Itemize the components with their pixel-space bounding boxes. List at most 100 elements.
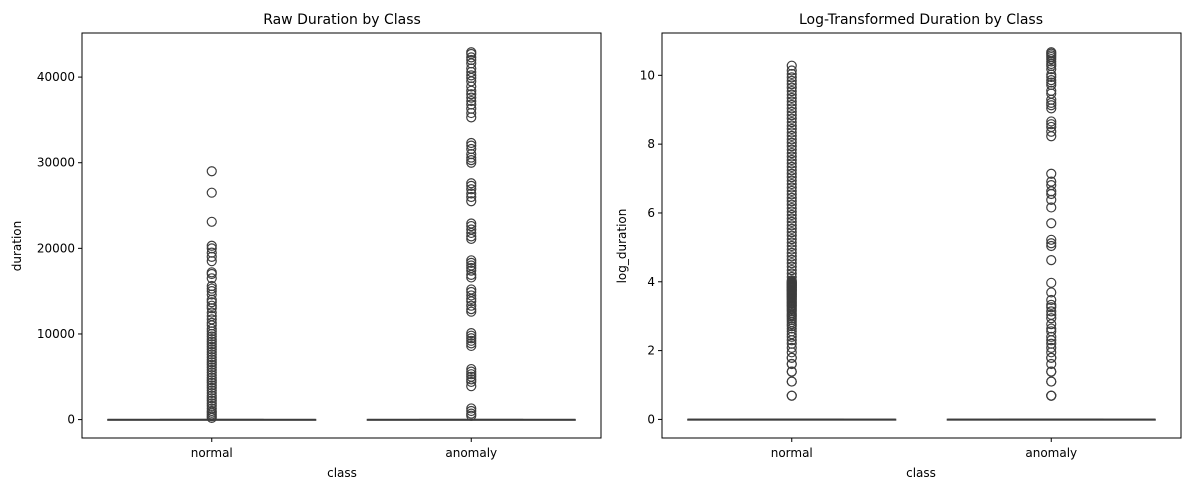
outlier-point (206, 380, 217, 391)
outlier-point (206, 362, 217, 373)
outlier-point (786, 168, 797, 179)
outlier-point (786, 79, 797, 90)
outlier-point (206, 256, 217, 267)
outlier-point (786, 120, 797, 131)
outlier-point (1046, 234, 1057, 245)
outlier-point (206, 331, 217, 342)
outlier-point (786, 117, 797, 128)
plot-area (687, 47, 1156, 421)
outlier-point (786, 141, 797, 152)
outlier-point (466, 157, 477, 168)
outlier-point (466, 369, 477, 380)
outlier-point (466, 178, 477, 189)
outlier-point (786, 154, 797, 166)
outlier-point (466, 231, 477, 242)
outlier-point (206, 364, 217, 376)
outlier-point (466, 363, 477, 375)
outlier-point (1046, 71, 1057, 83)
outlier-point (206, 187, 217, 198)
outlier-point (1046, 77, 1057, 88)
outlier-point (466, 257, 477, 268)
outlier-point (206, 307, 217, 318)
outlier-point (466, 155, 477, 166)
outlier-point (786, 134, 797, 145)
outlier-point (786, 209, 797, 221)
outlier-point (786, 144, 797, 155)
outlier-point (206, 216, 217, 227)
outlier-point (206, 166, 217, 177)
y-tick-label: 10000 (37, 327, 75, 341)
y-tick-label: 8 (647, 137, 655, 151)
outlier-point (206, 387, 217, 399)
outlier-point (466, 70, 477, 81)
box-normal (107, 418, 317, 421)
outlier-point (1046, 331, 1057, 342)
outlier-point (1046, 179, 1057, 191)
outlier-point (466, 300, 477, 311)
outlier-point (786, 275, 797, 286)
outlier-point (1046, 287, 1057, 298)
outlier-point (1046, 119, 1057, 130)
outliers-normal (786, 60, 797, 401)
outlier-point (786, 189, 797, 200)
outlier-point (1046, 390, 1057, 401)
outlier-point (1046, 240, 1057, 252)
outlier-point (786, 130, 797, 141)
outlier-point (206, 351, 217, 363)
outlier-point (1046, 100, 1057, 111)
outlier-point (1046, 85, 1057, 96)
y-tick-label: 0 (67, 413, 75, 427)
outlier-point (466, 220, 477, 232)
outlier-point (1046, 47, 1057, 58)
outlier-point (786, 251, 797, 262)
outlier-point (786, 240, 797, 252)
outlier-point (206, 323, 217, 334)
outlier-point (466, 52, 477, 63)
outlier-point (1046, 302, 1057, 313)
outlier-point (786, 123, 797, 135)
outlier-point (466, 293, 477, 304)
outlier-point (1046, 376, 1057, 387)
outlier-point (786, 82, 797, 93)
outlier-point (466, 330, 477, 341)
outlier-point (466, 92, 477, 103)
outlier-point (206, 328, 217, 340)
outlier-point (1046, 277, 1057, 288)
outlier-point (786, 72, 797, 83)
outlier-point (466, 255, 477, 266)
outlier-point (466, 152, 477, 163)
outlier-point (206, 377, 217, 388)
outlier-point (786, 234, 797, 245)
box-anomaly (946, 418, 1156, 421)
outlier-point (786, 175, 797, 186)
outlier-point (206, 385, 217, 396)
outlier-point (786, 203, 797, 214)
outliers-normal (206, 166, 217, 423)
outlier-point (1046, 342, 1057, 353)
outlier-point (466, 196, 477, 207)
panel-raw-duration: Raw Duration by Class class duration 0 10… (10, 12, 602, 480)
outlier-point (1046, 323, 1057, 334)
outlier-point (466, 95, 477, 107)
outlier-point (466, 340, 477, 352)
outlier-point (786, 68, 797, 80)
outlier-point (786, 182, 797, 193)
outlier-point (786, 376, 797, 387)
outlier-point (786, 172, 797, 183)
outlier-point (786, 60, 797, 71)
chart-title: Log-Transformed Duration by Class (799, 12, 1043, 28)
outlier-point (1046, 168, 1057, 179)
outlier-point (206, 336, 217, 347)
outlier-point (1046, 176, 1057, 187)
outlier-point (466, 290, 477, 301)
outlier-point (206, 354, 217, 365)
outlier-point (786, 161, 797, 172)
outlier-point (1046, 218, 1057, 229)
outlier-point (1046, 126, 1057, 137)
y-axis-label: duration (10, 221, 24, 272)
x-tick-label: anomaly (445, 446, 497, 460)
outlier-point (466, 188, 477, 199)
outlier-point (1046, 294, 1057, 306)
outlier-point (786, 216, 797, 228)
outlier-point (206, 341, 217, 352)
